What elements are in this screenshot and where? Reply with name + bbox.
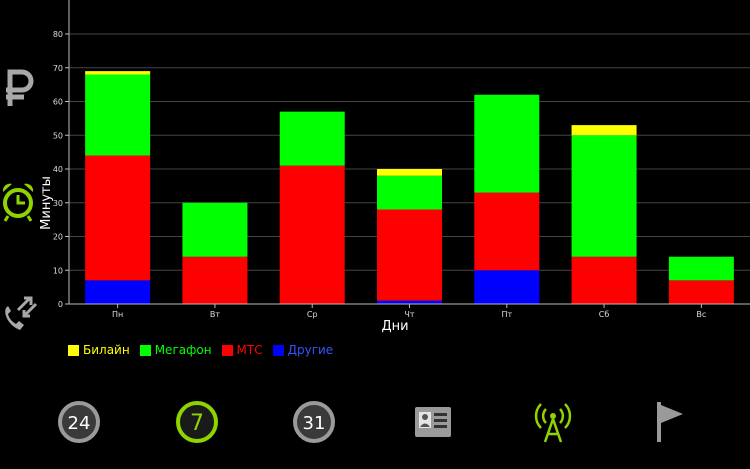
antenna-icon (534, 403, 572, 443)
legend-swatch (221, 344, 233, 356)
bar-segment (474, 94, 540, 193)
legend-label: Билайн (83, 343, 130, 357)
ruble-icon[interactable] (0, 66, 40, 110)
y-tick-label: 0 (58, 300, 63, 309)
y-axis-label: Минуты (39, 176, 54, 230)
y-axis-ticks: 0 10 20 30 40 50 60 70 80 (53, 30, 69, 309)
bar-segment (279, 111, 345, 166)
bar-segment (85, 74, 151, 156)
bar-segment (182, 256, 248, 304)
y-tick-label: 50 (53, 131, 63, 140)
y-tick-label: 80 (53, 30, 63, 39)
contacts-card-icon (415, 407, 451, 437)
x-tick-label: Пт (501, 310, 512, 319)
legend-swatch (272, 344, 284, 356)
y-tick-label: 60 (53, 98, 63, 107)
legend-label: Мегафон (154, 343, 212, 357)
bar-segment (182, 202, 248, 257)
call-transfer-icon[interactable] (0, 292, 40, 336)
bar-segment (85, 155, 151, 281)
chart-legend: Билайн Мегафон МТС Другие (68, 343, 337, 357)
legend-swatch (68, 344, 79, 356)
bar-segment (377, 209, 442, 301)
flag-button[interactable] (646, 398, 692, 446)
week-7-label: 7 (190, 411, 204, 436)
y-tick-label: 10 (53, 266, 63, 275)
bar-segment (474, 192, 540, 271)
x-tick-label: Пн (112, 310, 123, 319)
x-axis-label: Дни (381, 319, 408, 334)
month-31-button[interactable]: 31 (291, 398, 337, 446)
day-24-label: 24 (68, 413, 91, 434)
y-tick-label: 20 (53, 233, 63, 242)
bar-segment (668, 256, 734, 281)
bar-segment (377, 175, 442, 210)
bar-segment (668, 280, 734, 304)
bottom-toolbar: 24 7 31 (0, 398, 750, 450)
bar-segment (571, 256, 637, 304)
x-tick-label: Вт (210, 310, 220, 319)
bar-segment (377, 169, 442, 176)
legend-label: Другие (287, 343, 334, 357)
legend-swatch (139, 344, 151, 356)
x-tick-label: Чт (404, 310, 414, 319)
legend-item-megafon: Мегафон (139, 343, 212, 357)
antenna-button[interactable] (530, 398, 576, 446)
bar-segment (377, 300, 442, 304)
bars (85, 71, 734, 304)
y-tick-label: 70 (53, 64, 63, 73)
legend-item-other: Другие (272, 343, 334, 357)
alarm-clock-icon[interactable] (0, 180, 40, 224)
legend-item-mts: МТС (221, 343, 263, 357)
legend-item-beeline: Билайн (68, 343, 130, 357)
bar-segment (474, 270, 540, 304)
x-tick-label: Ср (307, 310, 318, 319)
legend-label: МТС (236, 343, 263, 357)
bar-segment (85, 280, 151, 304)
bar-segment (571, 135, 637, 257)
flag-icon (657, 402, 683, 442)
month-31-label: 31 (303, 413, 326, 434)
y-tick-label: 40 (53, 165, 63, 174)
clock-31-icon: 31 (293, 401, 335, 443)
clock-24-icon: 24 (58, 401, 100, 443)
contacts-button[interactable] (410, 398, 456, 446)
stacked-bar-chart: 0 10 20 30 40 50 60 70 80 Пн Вт Ср Чт Пт Сб Вс Дни Мин… (39, 0, 750, 334)
clock-7-icon: 7 (176, 401, 218, 443)
bar-segment (279, 165, 345, 304)
x-axis-ticks: Пн Вт Ср Чт Пт Сб Вс (112, 304, 706, 319)
y-tick-label: 30 (53, 199, 63, 208)
week-7-button[interactable]: 7 (174, 398, 220, 446)
bar-segment (85, 71, 151, 75)
day-24-button[interactable]: 24 (56, 398, 102, 446)
bar-segment (571, 125, 637, 136)
x-tick-label: Сб (599, 310, 610, 319)
x-tick-label: Вс (696, 310, 706, 319)
